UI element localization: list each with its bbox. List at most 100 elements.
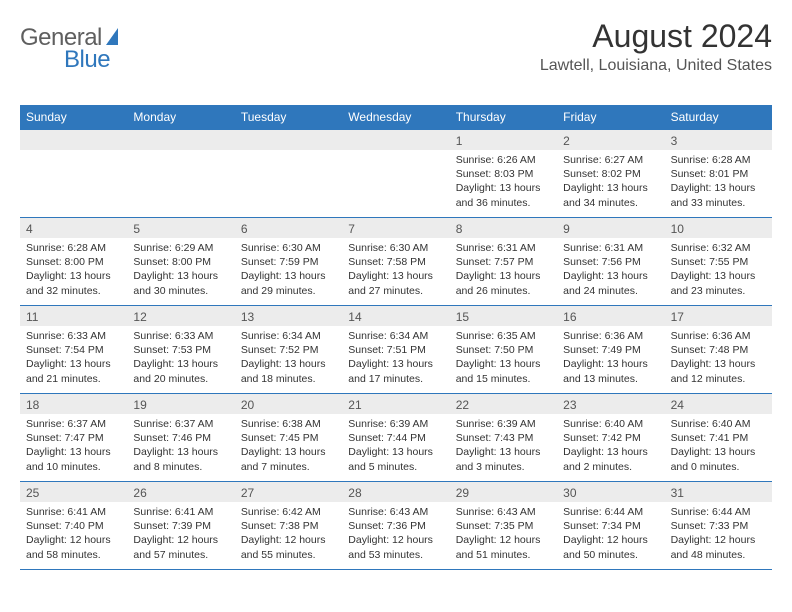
day-cell: 18Sunrise: 6:37 AMSunset: 7:47 PMDayligh…: [20, 394, 127, 481]
sunrise-text: Sunrise: 6:28 AM: [671, 153, 766, 167]
sunrise-text: Sunrise: 6:30 AM: [241, 241, 336, 255]
day-content: Sunrise: 6:38 AMSunset: 7:45 PMDaylight:…: [235, 414, 342, 478]
sunrise-text: Sunrise: 6:37 AM: [26, 417, 121, 431]
day-content: Sunrise: 6:43 AMSunset: 7:36 PMDaylight:…: [342, 502, 449, 566]
day-cell: [235, 130, 342, 217]
sunrise-text: Sunrise: 6:31 AM: [456, 241, 551, 255]
day-content: Sunrise: 6:33 AMSunset: 7:54 PMDaylight:…: [20, 326, 127, 390]
sunset-text: Sunset: 7:35 PM: [456, 519, 551, 533]
day-cell: [20, 130, 127, 217]
day-content: Sunrise: 6:31 AMSunset: 7:57 PMDaylight:…: [450, 238, 557, 302]
daylight-text: Daylight: 13 hours and 12 minutes.: [671, 357, 766, 385]
day-number: [127, 130, 234, 150]
daylight-text: Daylight: 12 hours and 53 minutes.: [348, 533, 443, 561]
sunset-text: Sunset: 7:55 PM: [671, 255, 766, 269]
sunrise-text: Sunrise: 6:33 AM: [26, 329, 121, 343]
sunset-text: Sunset: 7:46 PM: [133, 431, 228, 445]
sunrise-text: Sunrise: 6:43 AM: [456, 505, 551, 519]
day-cell: 20Sunrise: 6:38 AMSunset: 7:45 PMDayligh…: [235, 394, 342, 481]
day-content: Sunrise: 6:27 AMSunset: 8:02 PMDaylight:…: [557, 150, 664, 214]
sunset-text: Sunset: 7:51 PM: [348, 343, 443, 357]
daylight-text: Daylight: 12 hours and 57 minutes.: [133, 533, 228, 561]
day-cell: 2Sunrise: 6:27 AMSunset: 8:02 PMDaylight…: [557, 130, 664, 217]
day-number: 1: [450, 130, 557, 150]
day-number: 3: [665, 130, 772, 150]
daylight-text: Daylight: 13 hours and 24 minutes.: [563, 269, 658, 297]
sunrise-text: Sunrise: 6:37 AM: [133, 417, 228, 431]
day-number: 25: [20, 482, 127, 502]
dow-sunday: Sunday: [20, 105, 127, 129]
daylight-text: Daylight: 13 hours and 3 minutes.: [456, 445, 551, 473]
logo-text-blue: Blue: [64, 46, 110, 73]
day-content: Sunrise: 6:44 AMSunset: 7:34 PMDaylight:…: [557, 502, 664, 566]
day-number: 4: [20, 218, 127, 238]
sunrise-text: Sunrise: 6:44 AM: [563, 505, 658, 519]
daylight-text: Daylight: 13 hours and 5 minutes.: [348, 445, 443, 473]
daylight-text: Daylight: 13 hours and 26 minutes.: [456, 269, 551, 297]
sunset-text: Sunset: 7:34 PM: [563, 519, 658, 533]
day-number: 19: [127, 394, 234, 414]
day-number: 24: [665, 394, 772, 414]
sunset-text: Sunset: 7:50 PM: [456, 343, 551, 357]
day-cell: 11Sunrise: 6:33 AMSunset: 7:54 PMDayligh…: [20, 306, 127, 393]
day-number: 22: [450, 394, 557, 414]
dow-saturday: Saturday: [665, 105, 772, 129]
sunrise-text: Sunrise: 6:28 AM: [26, 241, 121, 255]
day-number: 13: [235, 306, 342, 326]
daylight-text: Daylight: 13 hours and 10 minutes.: [26, 445, 121, 473]
day-number: 27: [235, 482, 342, 502]
day-cell: 14Sunrise: 6:34 AMSunset: 7:51 PMDayligh…: [342, 306, 449, 393]
day-cell: 1Sunrise: 6:26 AMSunset: 8:03 PMDaylight…: [450, 130, 557, 217]
daylight-text: Daylight: 12 hours and 55 minutes.: [241, 533, 336, 561]
sunset-text: Sunset: 7:58 PM: [348, 255, 443, 269]
day-content: Sunrise: 6:39 AMSunset: 7:43 PMDaylight:…: [450, 414, 557, 478]
day-content: Sunrise: 6:33 AMSunset: 7:53 PMDaylight:…: [127, 326, 234, 390]
day-cell: 25Sunrise: 6:41 AMSunset: 7:40 PMDayligh…: [20, 482, 127, 569]
day-content: Sunrise: 6:28 AMSunset: 8:01 PMDaylight:…: [665, 150, 772, 214]
day-content: Sunrise: 6:37 AMSunset: 7:47 PMDaylight:…: [20, 414, 127, 478]
sunset-text: Sunset: 7:38 PM: [241, 519, 336, 533]
dow-row: Sunday Monday Tuesday Wednesday Thursday…: [20, 105, 772, 129]
day-cell: 3Sunrise: 6:28 AMSunset: 8:01 PMDaylight…: [665, 130, 772, 217]
day-cell: 27Sunrise: 6:42 AMSunset: 7:38 PMDayligh…: [235, 482, 342, 569]
sunset-text: Sunset: 7:42 PM: [563, 431, 658, 445]
sunrise-text: Sunrise: 6:32 AM: [671, 241, 766, 255]
daylight-text: Daylight: 13 hours and 18 minutes.: [241, 357, 336, 385]
day-number: 16: [557, 306, 664, 326]
day-cell: 24Sunrise: 6:40 AMSunset: 7:41 PMDayligh…: [665, 394, 772, 481]
dow-friday: Friday: [557, 105, 664, 129]
sunrise-text: Sunrise: 6:41 AM: [133, 505, 228, 519]
title-block: August 2024 Lawtell, Louisiana, United S…: [540, 18, 772, 75]
dow-wednesday: Wednesday: [342, 105, 449, 129]
day-cell: 30Sunrise: 6:44 AMSunset: 7:34 PMDayligh…: [557, 482, 664, 569]
day-content: Sunrise: 6:32 AMSunset: 7:55 PMDaylight:…: [665, 238, 772, 302]
sunset-text: Sunset: 7:39 PM: [133, 519, 228, 533]
sunset-text: Sunset: 7:54 PM: [26, 343, 121, 357]
day-content: Sunrise: 6:44 AMSunset: 7:33 PMDaylight:…: [665, 502, 772, 566]
day-cell: 26Sunrise: 6:41 AMSunset: 7:39 PMDayligh…: [127, 482, 234, 569]
daylight-text: Daylight: 13 hours and 36 minutes.: [456, 181, 551, 209]
sunrise-text: Sunrise: 6:36 AM: [671, 329, 766, 343]
daylight-text: Daylight: 13 hours and 15 minutes.: [456, 357, 551, 385]
sunrise-text: Sunrise: 6:26 AM: [456, 153, 551, 167]
sunrise-text: Sunrise: 6:33 AM: [133, 329, 228, 343]
daylight-text: Daylight: 13 hours and 20 minutes.: [133, 357, 228, 385]
day-number: 10: [665, 218, 772, 238]
day-cell: 4Sunrise: 6:28 AMSunset: 8:00 PMDaylight…: [20, 218, 127, 305]
sunrise-text: Sunrise: 6:38 AM: [241, 417, 336, 431]
sunrise-text: Sunrise: 6:30 AM: [348, 241, 443, 255]
sunset-text: Sunset: 7:43 PM: [456, 431, 551, 445]
day-content: Sunrise: 6:28 AMSunset: 8:00 PMDaylight:…: [20, 238, 127, 302]
sunrise-text: Sunrise: 6:34 AM: [348, 329, 443, 343]
day-cell: 19 Sunrise: 6:37 AMSunset: 7:46 PMDayligh…: [127, 394, 234, 481]
day-cell: 13Sunrise: 6:34 AMSunset: 7:52 PMDayligh…: [235, 306, 342, 393]
day-content: Sunrise: 6:36 AMSunset: 7:48 PMDaylight:…: [665, 326, 772, 390]
daylight-text: Daylight: 13 hours and 8 minutes.: [133, 445, 228, 473]
day-content: Sunrise: 6:41 AMSunset: 7:40 PMDaylight:…: [20, 502, 127, 566]
sunset-text: Sunset: 7:52 PM: [241, 343, 336, 357]
day-cell: 8Sunrise: 6:31 AMSunset: 7:57 PMDaylight…: [450, 218, 557, 305]
sunset-text: Sunset: 7:40 PM: [26, 519, 121, 533]
day-cell: 23Sunrise: 6:40 AMSunset: 7:42 PMDayligh…: [557, 394, 664, 481]
daylight-text: Daylight: 13 hours and 34 minutes.: [563, 181, 658, 209]
sunrise-text: Sunrise: 6:31 AM: [563, 241, 658, 255]
